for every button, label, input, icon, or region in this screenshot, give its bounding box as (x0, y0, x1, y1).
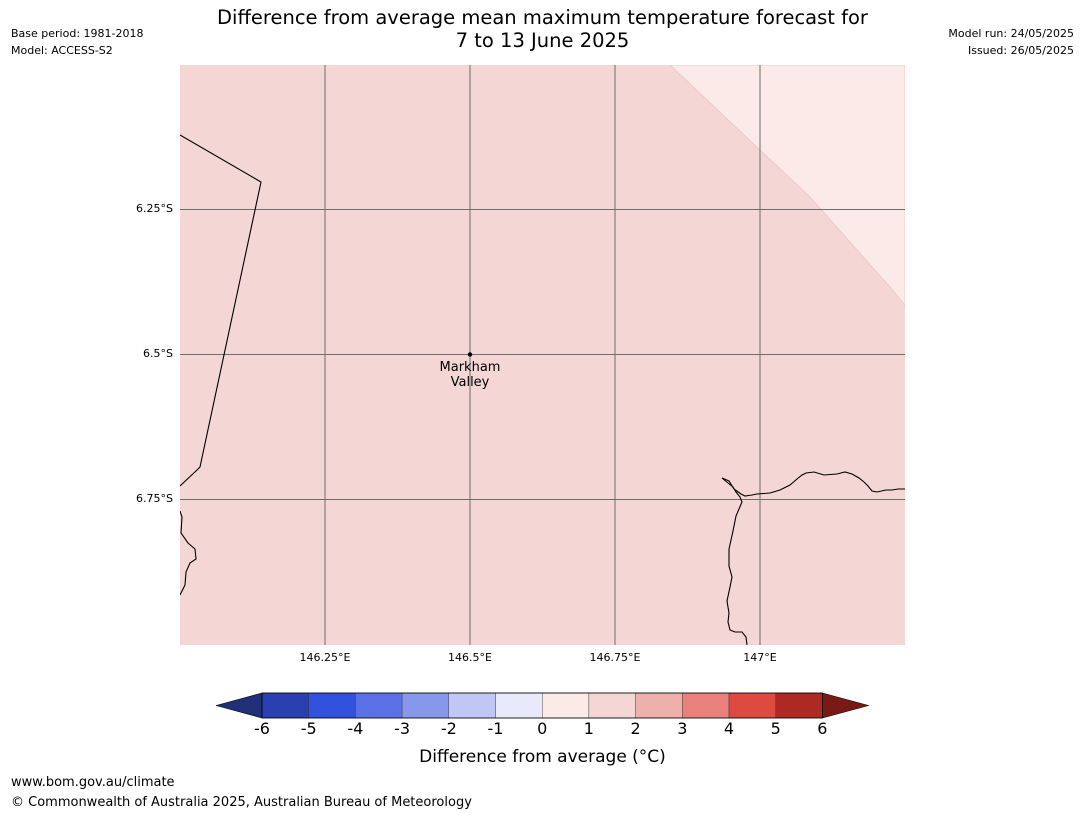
place-name-line-1: Markham (439, 360, 501, 375)
model-name: Model: ACCESS-S2 (11, 44, 113, 57)
website-link[interactable]: www.bom.gov.au/climate (11, 775, 175, 790)
lon-label-146-25e: 146.25°E (299, 651, 351, 664)
lat-label-6-25s: 6.25°S (136, 202, 173, 215)
colorbar-extend-min (216, 692, 263, 719)
forecast-map (180, 65, 905, 645)
base-period: Base period: 1981-2018 (11, 27, 144, 40)
colorbar-bin (448, 692, 496, 719)
copyright-text: © Commonwealth of Australia 2025, Austra… (11, 795, 472, 810)
colorbar-bin (355, 692, 403, 719)
model-run: Model run: 24/05/2025 (948, 27, 1074, 40)
header-left: Base period: 1981-2018 Model: ACCESS-S2 (11, 25, 143, 59)
lon-label-147e: 147°E (743, 651, 777, 664)
colorbar-bin (635, 692, 683, 719)
colorbar-bin (542, 692, 590, 719)
lat-label-6-5s: 6.5°S (143, 347, 173, 360)
colorbar (216, 692, 870, 719)
colorbar-tick-label: 6 (817, 719, 828, 738)
place-name-line-2: Valley (450, 375, 490, 390)
place-label-markham-valley: Markham Valley (410, 360, 530, 390)
boundary-lines (180, 134, 905, 645)
colorbar-bin (775, 692, 823, 719)
colorbar-bin (728, 692, 776, 719)
location-marker (467, 352, 473, 357)
lat-label-6-75s: 6.75°S (136, 492, 173, 505)
issued-date: Issued: 26/05/2025 (967, 44, 1074, 57)
colorbar-bin (682, 692, 730, 719)
colorbar-bin (261, 692, 309, 719)
colorbar-bin (308, 692, 356, 719)
title-line-1: Difference from average mean maximum tem… (217, 6, 868, 29)
colorbar-bin (588, 692, 636, 719)
colorbar-tick-label: 2 (630, 719, 641, 738)
colorbar-bin (401, 692, 450, 719)
colorbar-tick-label: -5 (300, 719, 317, 738)
lon-label-146-75e: 146.75°E (589, 651, 641, 664)
graticule (180, 65, 905, 645)
colorbar-tick-label: 4 (723, 719, 735, 738)
colorbar-bin (495, 692, 543, 719)
colorbar-tick-label: -3 (394, 719, 411, 738)
colorbar-extend-max (822, 692, 870, 719)
title-line-2: 7 to 13 June 2025 (455, 29, 630, 52)
colorbar-tick-label: 1 (583, 719, 594, 738)
colorbar-label: Difference from average (°C) (419, 747, 666, 767)
colorbar-tick-label: 3 (677, 719, 688, 738)
colorbar-tick-label: -6 (254, 719, 270, 738)
colorbar-tick-label: -1 (487, 719, 504, 738)
colorbar-tick-label: 5 (770, 719, 781, 738)
colorbar-tick-label: 0 (537, 719, 548, 738)
lon-label-146-5e: 146.5°E (448, 651, 492, 664)
colorbar-tick-label: -4 (347, 719, 364, 738)
header-right: Model run: 24/05/2025 Issued: 26/05/2025 (948, 25, 1074, 59)
page-title: Difference from average mean maximum tem… (0, 6, 1085, 52)
colorbar-tick-label: -2 (440, 719, 457, 738)
colorbar-border (261, 692, 823, 719)
